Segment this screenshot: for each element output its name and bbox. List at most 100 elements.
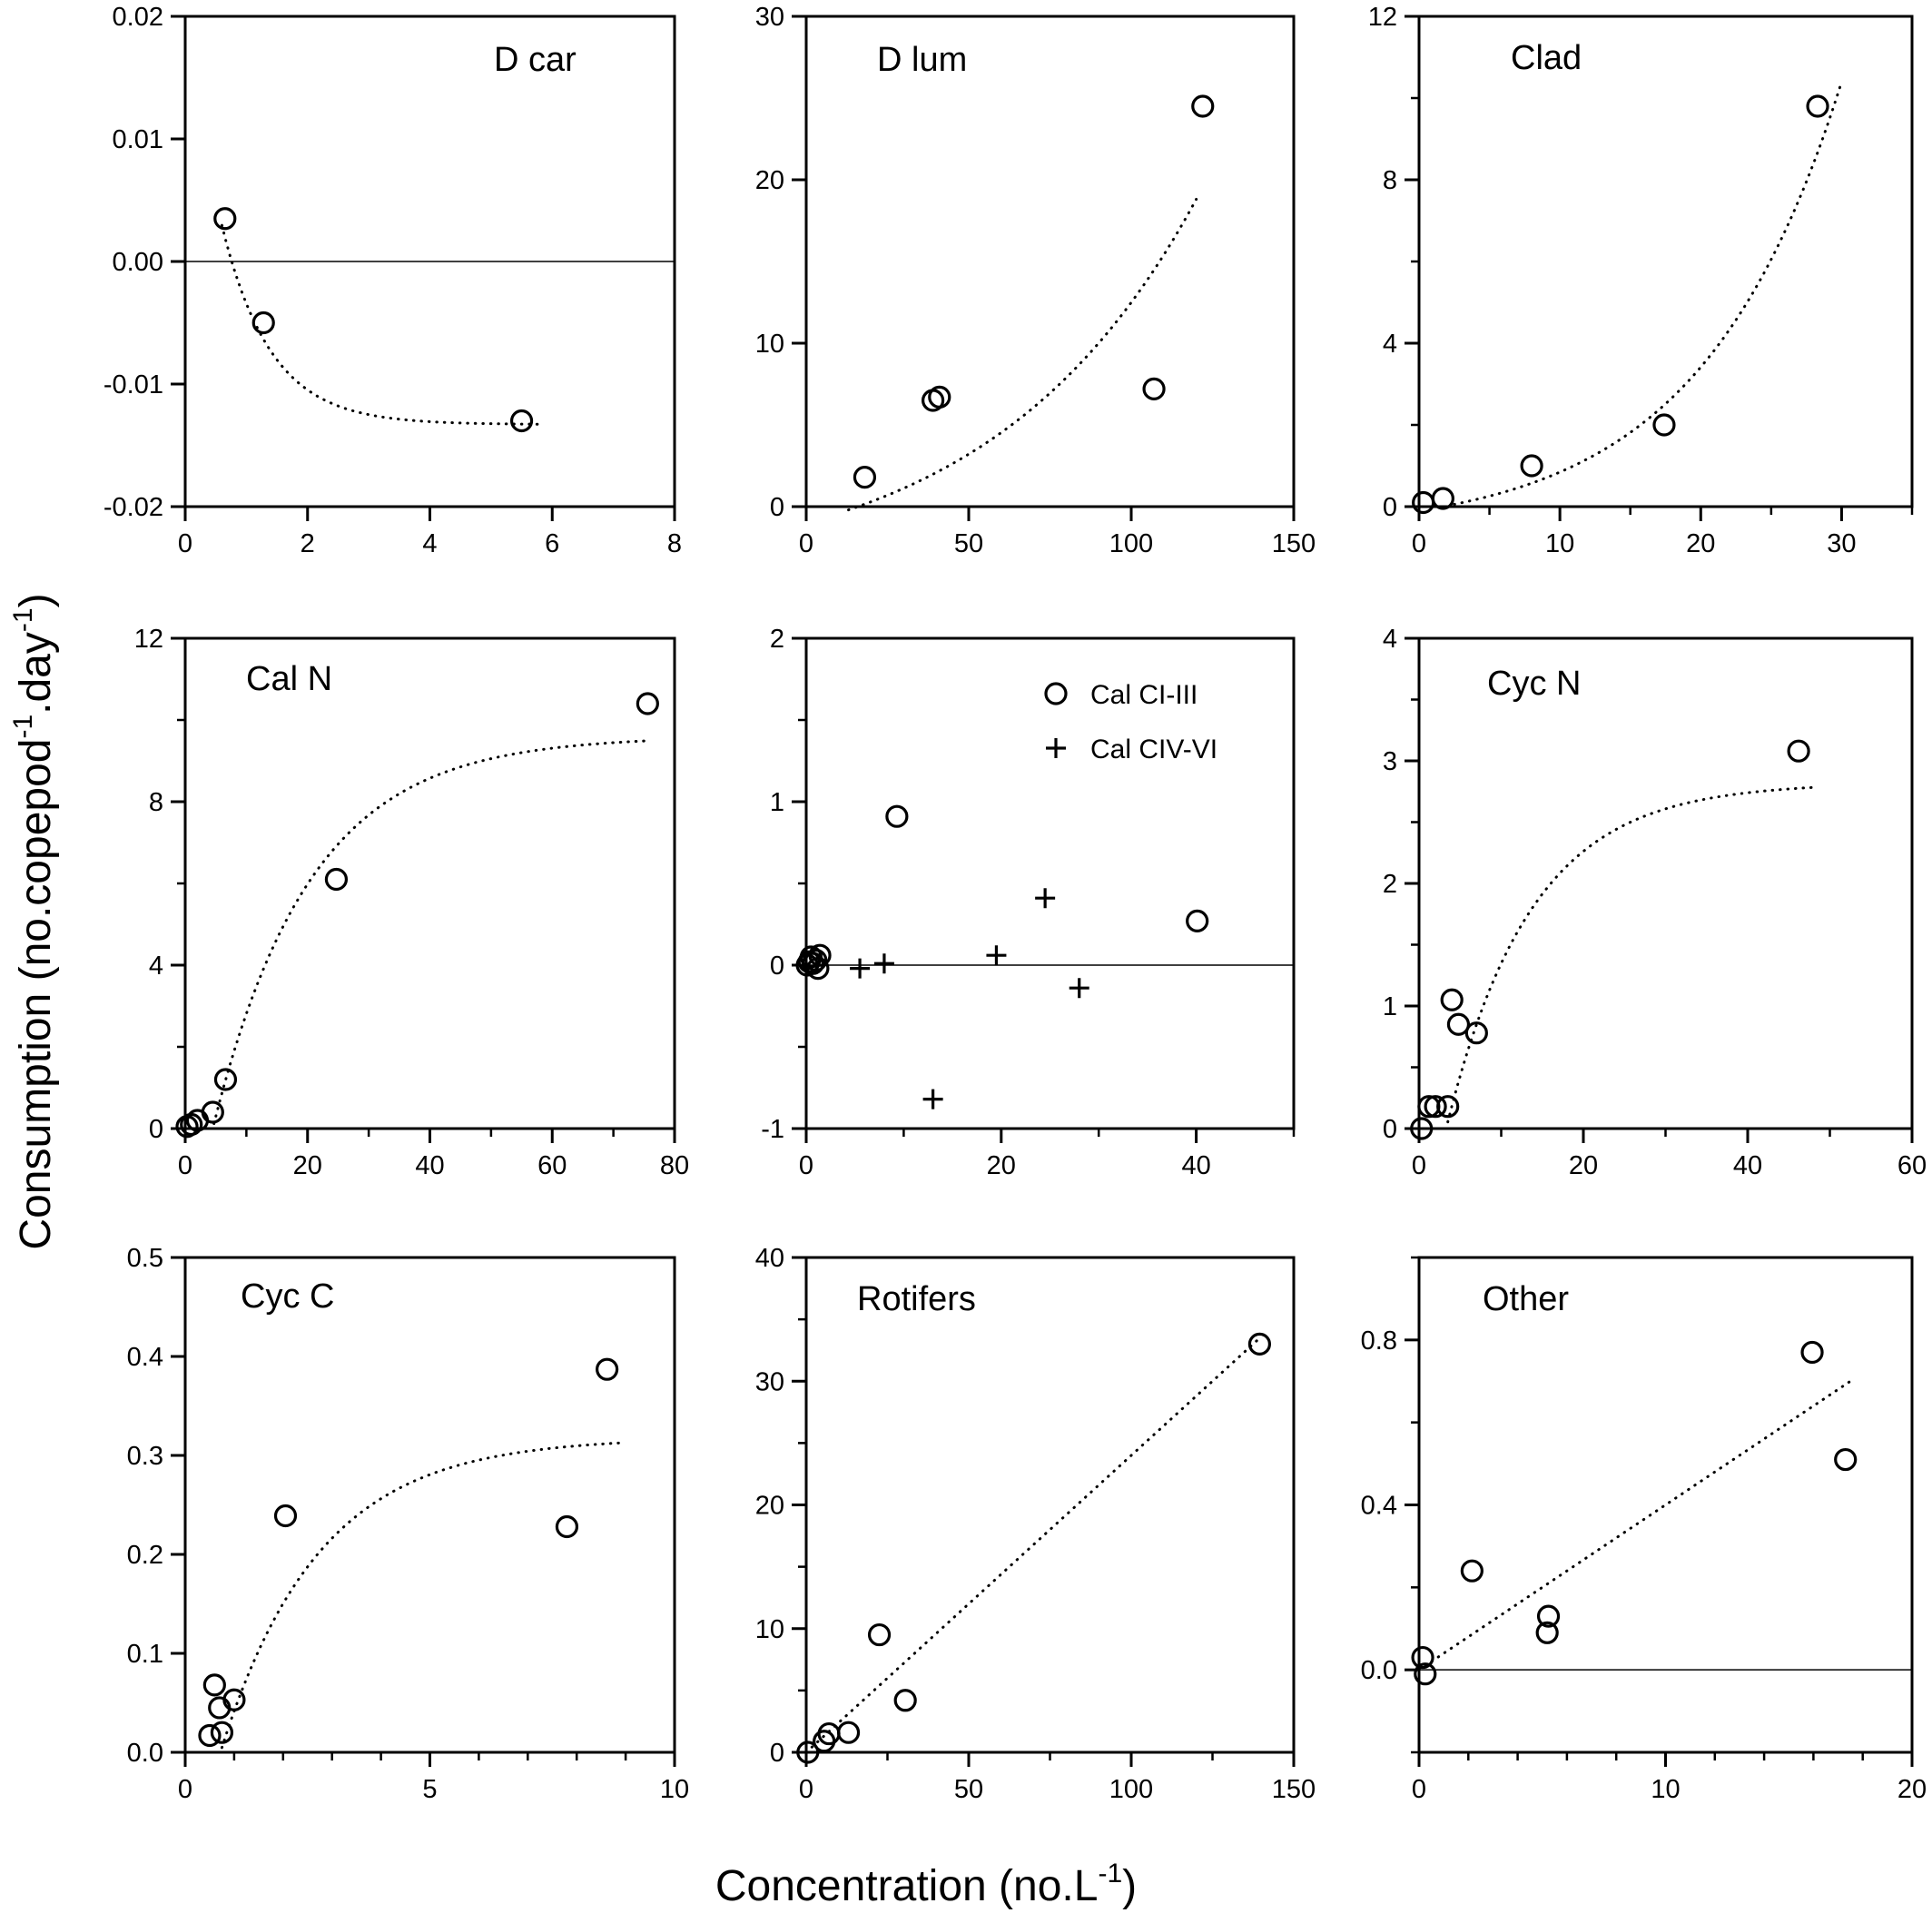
chart-panel: 0 20 40 60 0 1 2 3 4 Cyc N <box>1383 625 1927 1180</box>
data-point-circle <box>1800 1340 1824 1365</box>
x-tick-label: 150 <box>1272 529 1316 558</box>
x-tick-label: 0 <box>799 1775 813 1804</box>
x-tick-label: 2 <box>301 529 315 558</box>
plot-frame <box>1417 1256 1914 1754</box>
data-point-circle <box>1834 1447 1858 1472</box>
data-point-circle <box>324 867 349 892</box>
x-tick-label: 20 <box>1898 1775 1927 1804</box>
fit-curve <box>1417 1379 1852 1672</box>
y-tick-label: 2 <box>1383 870 1397 899</box>
y-tick-label: 0.4 <box>127 1343 163 1372</box>
panel-title: Cyc N <box>1487 665 1581 703</box>
y-tick-label: 1 <box>1383 992 1397 1021</box>
x-tick-label: 10 <box>660 1775 689 1804</box>
x-tick-label: 30 <box>1827 529 1856 558</box>
legend-label: Cal CI-III <box>1090 680 1198 710</box>
y-tick-label: -1 <box>761 1115 784 1144</box>
data-point-circle <box>1520 454 1543 478</box>
plot-frame <box>804 1256 1296 1754</box>
panel-title: Cal N <box>246 660 332 698</box>
data-point-plus <box>1069 978 1089 999</box>
y-tick-label: 12 <box>1368 3 1397 32</box>
y-tick-label: 30 <box>755 1367 784 1396</box>
y-tick-label: 4 <box>1383 625 1397 654</box>
x-tick-label: 10 <box>1651 1775 1680 1804</box>
data-point-circle <box>213 207 237 231</box>
x-tick-label: 0 <box>178 529 192 558</box>
fit-curve <box>804 1335 1263 1754</box>
y-tick-label: 0.00 <box>113 248 163 277</box>
data-point-circle <box>1464 1021 1488 1045</box>
x-tick-label: 0 <box>799 529 813 558</box>
data-point-circle <box>198 1723 222 1748</box>
data-point-circle <box>1191 94 1215 118</box>
data-point-circle <box>222 1688 246 1711</box>
data-point-circle <box>1446 1012 1471 1036</box>
y-tick-label: -0.01 <box>104 370 163 399</box>
data-point-circle <box>1247 1332 1272 1356</box>
y-tick-label: 12 <box>134 625 163 654</box>
data-point-circle <box>210 1721 234 1744</box>
data-point-circle <box>893 1689 917 1712</box>
y-tick-label: 0.0 <box>127 1739 163 1768</box>
x-tick-label: 40 <box>415 1151 444 1180</box>
y-tick-label: 8 <box>1383 166 1397 195</box>
data-point-circle <box>1414 1662 1437 1686</box>
fit-curve <box>1446 785 1819 1124</box>
data-point-plus <box>1035 888 1056 909</box>
data-point-circle <box>1536 1604 1561 1628</box>
y-tick-label: 0 <box>1383 1115 1397 1144</box>
panel-title: Cyc C <box>241 1277 334 1316</box>
plot-frame <box>1417 636 1914 1130</box>
data-point-circle <box>1460 1559 1484 1583</box>
data-point-circle <box>867 1622 892 1647</box>
plot-frame <box>1417 15 1914 508</box>
y-axis-title: Consumption (no.copepod-1.day-1) <box>8 593 60 1249</box>
data-point-circle <box>836 1721 861 1744</box>
chart-panel: 0 5 10 0.0 0.1 0.2 0.3 0.4 0.5 Cyc C <box>127 1244 689 1804</box>
x-tick-label: 40 <box>1181 1151 1210 1180</box>
y-tick-label: 0 <box>149 1115 163 1144</box>
x-tick-label: 20 <box>1569 1151 1598 1180</box>
y-tick-label: 1 <box>770 788 784 817</box>
y-tick-label: 30 <box>755 3 784 32</box>
x-tick-label: 50 <box>954 1775 983 1804</box>
data-point-circle <box>1806 94 1829 118</box>
legend-label: Cal CIV-VI <box>1090 735 1217 764</box>
y-tick-label: 0.8 <box>1361 1326 1397 1356</box>
y-tick-label: 20 <box>755 1492 784 1521</box>
data-point-circle <box>1652 413 1676 437</box>
y-tick-label: 0.5 <box>127 1244 163 1273</box>
data-point-circle <box>1424 1095 1447 1119</box>
fit-curve <box>220 223 542 426</box>
fit-curve <box>212 739 652 1126</box>
data-point-circle <box>509 409 534 433</box>
data-point-circle <box>808 943 832 967</box>
data-point-circle <box>1410 1117 1434 1140</box>
x-tick-label: 80 <box>660 1151 689 1180</box>
data-point-circle <box>853 465 877 489</box>
data-point-circle <box>1535 1621 1559 1644</box>
x-tick-label: 100 <box>1109 1775 1153 1804</box>
legend: Cal CI-III Cal CIV-VI <box>1044 680 1217 764</box>
x-tick-label: 150 <box>1272 1775 1316 1804</box>
data-point-plus <box>873 953 894 974</box>
data-point-circle <box>636 692 659 715</box>
data-point-circle <box>885 804 909 828</box>
x-tick-label: 0 <box>1412 529 1426 558</box>
data-point-circle <box>201 1100 224 1124</box>
y-tick-label: 40 <box>755 1244 784 1273</box>
y-tick-label: 0.3 <box>127 1442 163 1471</box>
panel-title: D lum <box>877 41 967 79</box>
data-point-circle <box>273 1504 298 1528</box>
y-tick-label: 10 <box>755 330 784 359</box>
data-point-circle <box>555 1514 579 1539</box>
y-tick-label: 0 <box>770 493 784 522</box>
chart-panel: 0 2 4 6 8 -0.02 -0.01 0.00 0.01 0.02 D car <box>104 3 682 558</box>
x-tick-label: 10 <box>1545 529 1574 558</box>
y-tick-label: 4 <box>149 952 163 981</box>
fit-curve <box>1453 80 1843 506</box>
y-tick-label: 2 <box>770 625 784 654</box>
y-tick-label: 8 <box>149 788 163 817</box>
data-point-circle <box>1787 739 1810 763</box>
